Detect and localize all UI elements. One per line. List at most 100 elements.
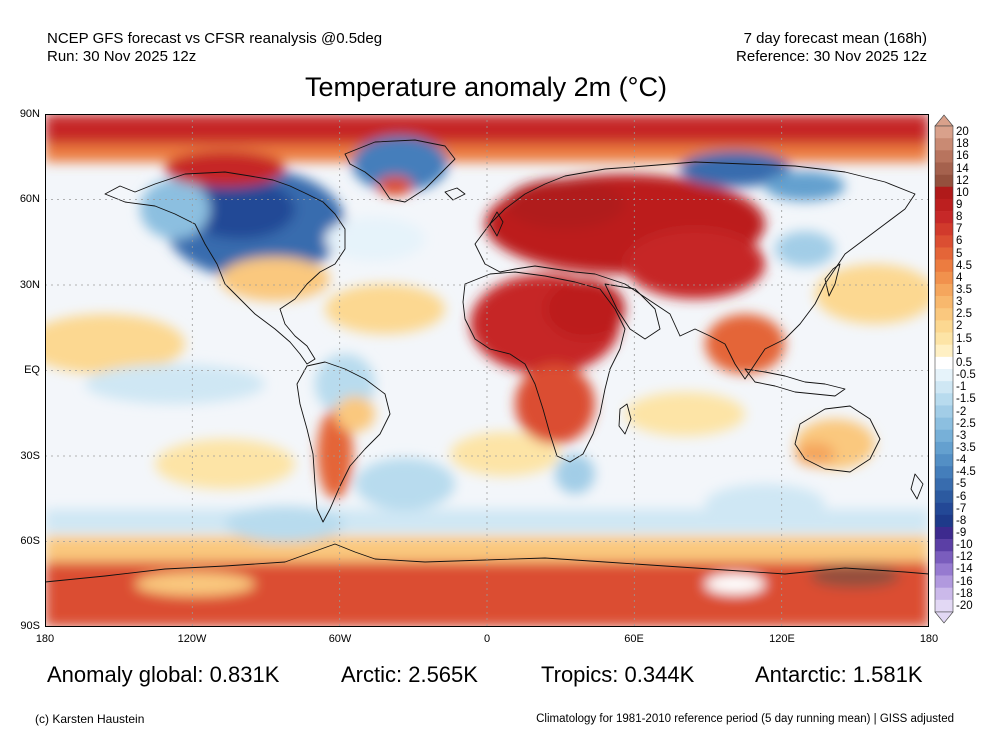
- colorbar-swatch: [935, 502, 953, 516]
- colorbar-tick-label: -18: [956, 587, 973, 600]
- colorbar-tick-label: 3: [956, 296, 963, 309]
- colorbar-tick-label: -9: [956, 527, 967, 540]
- stat-global: Anomaly global: 0.831K: [47, 662, 280, 687]
- lat-label-30s: 30S: [20, 450, 40, 462]
- colorbar-tick-label: -3: [956, 429, 967, 442]
- colorbar-swatch: [935, 393, 953, 406]
- colorbar-swatch: [935, 247, 953, 260]
- colorbar: 20 18 16 14 12 10 9 8 7 6 5 4.5 4 3.5 3 2.5 2 1.5 1 0.5 -0.5…: [934, 114, 994, 624]
- colorbar-tick-label: -16: [956, 575, 973, 588]
- stat-antarctic: Antarctic: 1.581K: [755, 662, 923, 687]
- colorbar-swatch: [935, 381, 953, 394]
- colorbar-swatch: [935, 174, 953, 188]
- lon-label-0: 0: [483, 633, 491, 645]
- climatology-note: Climatology for 1981-2010 reference peri…: [536, 713, 954, 725]
- colorbar-tick-label: -14: [956, 563, 973, 576]
- model-description: NCEP GFS forecast vs CFSR reanalysis @0.…: [47, 30, 383, 47]
- colorbar-tick-label: -12: [956, 551, 973, 564]
- colorbar-tick-label: -0.5: [956, 369, 976, 382]
- colorbar-swatch: [935, 575, 953, 588]
- coastlines: [45, 139, 929, 583]
- map-frame: [45, 114, 929, 627]
- colorbar-tick-label: 16: [956, 150, 969, 163]
- reference-time: Reference: 30 Nov 2025 12z: [736, 48, 927, 65]
- colorbar-swatch: [935, 198, 953, 212]
- colorbar-swatch: [935, 283, 953, 297]
- forecast-period: 7 day forecast mean (168h): [743, 30, 927, 47]
- colorbar-tick-label: 4.5: [956, 259, 972, 272]
- stat-tropics: Tropics: 0.344K: [541, 662, 695, 687]
- colorbar-swatch: [935, 405, 953, 418]
- colorbar-max-arrow: [934, 114, 954, 127]
- colorbar-tick-label: 0.5: [956, 356, 972, 369]
- colorbar-swatch: [935, 138, 953, 151]
- colorbar-swatch: [935, 490, 953, 503]
- lat-label-30n: 30N: [19, 279, 40, 291]
- colorbar-swatch: [935, 211, 953, 224]
- copyright: (c) Karsten Haustein: [35, 712, 145, 726]
- colorbar-swatch: [935, 478, 953, 491]
- colorbar-swatch: [935, 563, 953, 576]
- stat-arctic: Arctic: 2.565K: [341, 662, 478, 687]
- lon-label-120w: 120W: [177, 633, 207, 645]
- colorbar-swatch: [935, 599, 953, 613]
- colorbar-swatch: [935, 296, 953, 309]
- anomaly-map[interactable]: [45, 114, 929, 627]
- lat-label-90s: 90S: [20, 620, 40, 632]
- colorbar-swatch: [935, 271, 953, 285]
- colorbar-tick-label: 12: [956, 174, 969, 187]
- colorbar-min-arrow: [934, 611, 954, 624]
- colorbar-tick-label: 3.5: [956, 284, 972, 297]
- header-right: 7 day forecast mean (168h) Reference: 30…: [736, 30, 927, 66]
- lat-label-eq: EQ: [24, 364, 40, 376]
- anomaly-map-canvas: [45, 114, 929, 627]
- colorbar-tick-label: 1.5: [956, 332, 972, 345]
- colorbar-tick-label: 2.5: [956, 308, 972, 321]
- colorbar-swatch: [935, 454, 953, 467]
- lat-label-60s: 60S: [20, 535, 40, 547]
- run-time: Run: 30 Nov 2025 12z: [47, 48, 197, 65]
- colorbar-tick-label: 8: [956, 211, 963, 224]
- colorbar-tick-label: -8: [956, 514, 967, 527]
- colorbar-tick-label: -1.5: [956, 393, 976, 406]
- colorbar-swatch: [935, 150, 953, 163]
- lon-label-60e: 60E: [624, 633, 644, 645]
- colorbar-swatch: [935, 526, 953, 540]
- colorbar-swatch: [935, 186, 953, 200]
- colorbar-swatch: [935, 223, 953, 236]
- colorbar-tick-label: -3.5: [956, 441, 976, 454]
- colorbar-tick-label: 1: [956, 344, 963, 357]
- colorbar-swatch: [935, 259, 953, 273]
- colorbar-swatch: [935, 308, 953, 321]
- lon-label-60w: 60W: [328, 633, 352, 645]
- lon-label-120e: 120E: [769, 633, 795, 645]
- colorbar-swatch: [935, 587, 953, 601]
- colorbar-swatch: [935, 429, 953, 443]
- colorbar-swatch: [935, 551, 953, 564]
- colorbar-tick-label: -7: [956, 502, 967, 515]
- colorbar-tick-label: -4.5: [956, 466, 976, 479]
- colorbar-tick-label: 9: [956, 198, 963, 211]
- colorbar-tick-label: -10: [956, 539, 973, 552]
- colorbar-tick-label: -20: [956, 599, 973, 612]
- colorbar-swatch: [935, 466, 953, 479]
- colorbar-tick-label: 18: [956, 138, 969, 151]
- colorbar-tick-label: 2: [956, 320, 963, 333]
- colorbar-tick-label: -6: [956, 490, 967, 503]
- lat-label-90n: 90N: [19, 108, 40, 120]
- colorbar-swatch: [935, 126, 953, 139]
- lon-label-180w: 180: [35, 633, 55, 645]
- colorbar-swatches: [934, 114, 954, 624]
- colorbar-swatch: [935, 235, 953, 248]
- colorbar-swatch: [935, 320, 953, 333]
- colorbar-tick-label: -2.5: [956, 417, 976, 430]
- lat-label-60n: 60N: [19, 193, 40, 205]
- colorbar-tick-label: 7: [956, 223, 963, 236]
- graticule: [45, 114, 929, 627]
- colorbar-swatch: [935, 356, 953, 370]
- colorbar-tick-label: -4: [956, 454, 967, 467]
- colorbar-swatch: [935, 539, 953, 552]
- colorbar-tick-label: 14: [956, 162, 969, 175]
- colorbar-swatch: [935, 344, 953, 358]
- colorbar-tick-label: 5: [956, 247, 963, 260]
